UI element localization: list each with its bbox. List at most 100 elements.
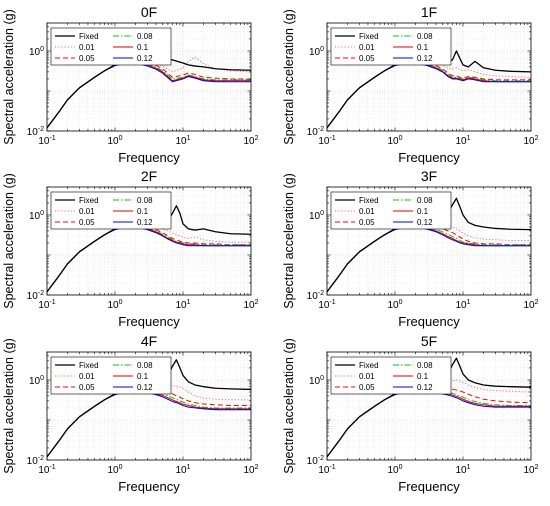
legend-label: 0.05 [359, 218, 375, 227]
legend-label: 0.08 [417, 361, 433, 370]
legend-label: 0.12 [137, 54, 153, 63]
y-tick-label: 10-2 [27, 290, 44, 302]
series-line-0-05 [327, 387, 531, 458]
chart-panel-4: 10-1 100 101 102 10-2 100 4F Frequency Spectral … [2, 333, 259, 494]
chart-panel-1: 10-1 100 101 102 10-2 100 1F Frequency Spectral … [282, 4, 539, 165]
y-tick-label: 10-2 [27, 455, 44, 467]
axes-box [46, 22, 252, 132]
legend-label: 0.12 [417, 54, 433, 63]
legend-label: 0.01 [79, 43, 95, 52]
chart-panel-2: 10-1 100 101 102 10-2 100 2F Frequency Spectral … [2, 168, 259, 329]
series-line-0-05 [327, 223, 531, 293]
series-line-0-08 [327, 61, 531, 129]
series-line-0-01 [327, 379, 531, 458]
legend-label: 0.1 [417, 43, 429, 52]
x-tick-label: 101 [175, 464, 190, 476]
y-axis-label: Spectral acceleration (g) [282, 338, 296, 473]
y-axis-label: Spectral acceleration (g) [2, 9, 16, 144]
x-tick-label: 10-1 [318, 464, 335, 476]
legend: Fixed 0.08 0.01 0.1 0.05 0.12 [330, 356, 452, 395]
x-tick-label: 102 [243, 464, 258, 476]
x-tick-label: 100 [387, 299, 402, 311]
legend-label: 0.08 [417, 32, 433, 41]
legend-label: 0.1 [417, 372, 429, 381]
legend-label: 0.01 [359, 207, 375, 216]
legend-label: 0.12 [137, 383, 153, 392]
axes-box [46, 351, 252, 461]
x-tick-label: 101 [455, 464, 470, 476]
legend-label: Fixed [79, 32, 99, 41]
legend-label: Fixed [79, 196, 99, 205]
legend-label: 0.1 [417, 207, 429, 216]
grid [326, 22, 531, 132]
ticks [46, 22, 251, 132]
legend-label: 0.05 [359, 54, 375, 63]
x-axis-label: Frequency [118, 479, 180, 494]
x-tick-label: 100 [387, 135, 402, 147]
x-tick-label: 100 [107, 464, 122, 476]
legend: Fixed 0.08 0.01 0.1 0.05 0.12 [330, 191, 452, 230]
ticks [326, 22, 531, 132]
legend-box [330, 191, 452, 230]
x-tick-label: 101 [455, 135, 470, 147]
x-tick-label: 102 [243, 299, 258, 311]
chart-title: 1F [421, 4, 437, 20]
legend-label: 0.08 [137, 196, 153, 205]
legend-label: 0.05 [79, 218, 95, 227]
x-tick-label: 10-1 [38, 135, 55, 147]
legend-label: 0.05 [79, 383, 95, 392]
y-tick-label: 10-2 [307, 126, 324, 138]
x-axis-label: Frequency [398, 150, 460, 165]
legend-label: 0.08 [417, 196, 433, 205]
ticks [46, 351, 251, 461]
legend-label: 0.08 [137, 361, 153, 370]
legend: Fixed 0.08 0.01 0.1 0.05 0.12 [50, 27, 172, 66]
x-tick-label: 102 [523, 299, 538, 311]
legend-label: 0.05 [79, 54, 95, 63]
ticks [326, 351, 531, 461]
chart-title: 5F [421, 333, 437, 349]
chart-panel-3: 10-1 100 101 102 10-2 100 3F Frequency Spectral … [282, 168, 539, 329]
chart-title: 0F [141, 4, 157, 20]
x-axis-label: Frequency [398, 479, 460, 494]
series-line-0-05 [47, 388, 251, 458]
y-tick-label: 10-2 [307, 290, 324, 302]
legend-label: Fixed [359, 361, 379, 370]
x-tick-label: 102 [243, 135, 258, 147]
axes-box [46, 186, 252, 296]
legend-label: 0.01 [79, 207, 95, 216]
y-tick-label: 10-2 [27, 126, 44, 138]
legend-label: 0.08 [137, 32, 153, 41]
legend-label: 0.12 [417, 383, 433, 392]
x-tick-label: 100 [387, 464, 402, 476]
series-line-0-05 [47, 224, 251, 293]
x-tick-label: 102 [523, 464, 538, 476]
legend-label: 0.01 [79, 372, 95, 381]
axes-box [326, 186, 532, 296]
series-line-0-01 [327, 59, 531, 129]
x-tick-label: 102 [523, 135, 538, 147]
legend-label: 0.1 [137, 372, 149, 381]
legend-label: 0.01 [359, 372, 375, 381]
x-tick-label: 10-1 [318, 299, 335, 311]
axes-box [326, 22, 532, 132]
legend-label: 0.01 [359, 43, 375, 52]
legend: Fixed 0.08 0.01 0.1 0.05 0.12 [330, 27, 452, 66]
x-axis-label: Frequency [118, 314, 180, 329]
legend-label: Fixed [79, 361, 99, 370]
ticks [326, 186, 531, 296]
legend-label: 0.05 [359, 383, 375, 392]
ticks [46, 186, 251, 296]
x-axis-label: Frequency [398, 314, 460, 329]
legend: Fixed 0.08 0.01 0.1 0.05 0.12 [50, 356, 172, 395]
x-axis-label: Frequency [118, 150, 180, 165]
y-tick-label: 100 [309, 210, 324, 222]
x-tick-label: 101 [175, 299, 190, 311]
x-tick-label: 10-1 [38, 464, 55, 476]
y-axis-label: Spectral acceleration (g) [282, 9, 296, 144]
legend-label: 0.12 [137, 218, 153, 227]
x-tick-label: 100 [107, 135, 122, 147]
legend-label: 0.12 [417, 218, 433, 227]
grid [46, 186, 251, 296]
legend-label: Fixed [359, 32, 379, 41]
